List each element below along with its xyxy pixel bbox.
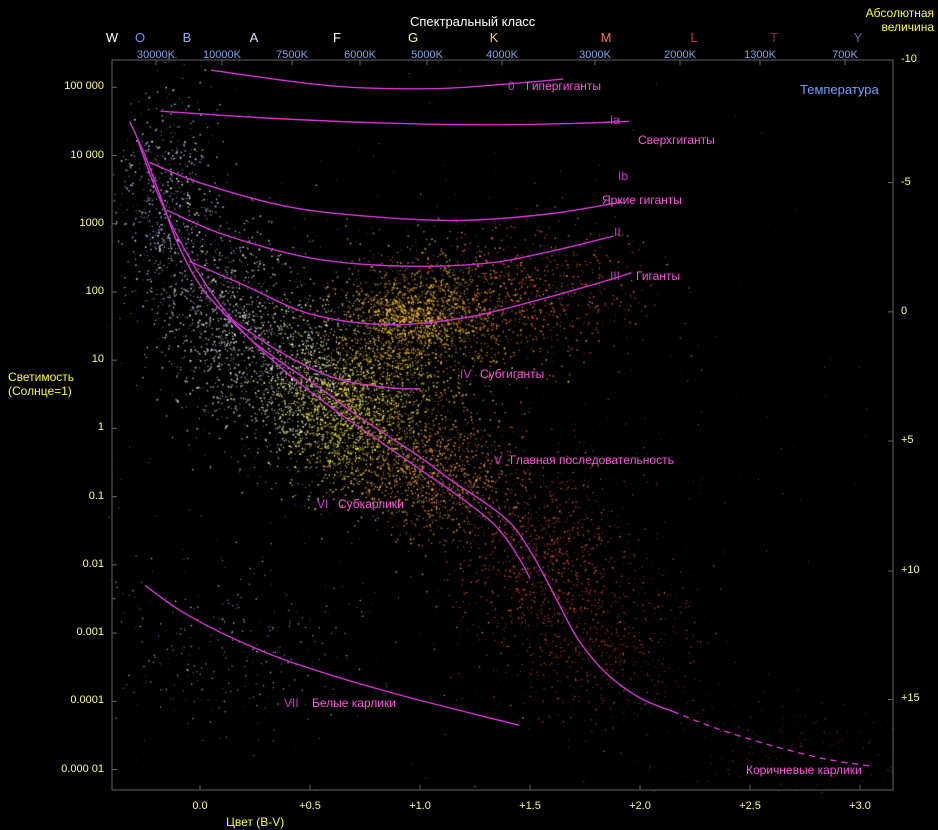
overlay-svg bbox=[0, 0, 938, 830]
lum-class-IV bbox=[222, 312, 420, 388]
lum-class-Vdash bbox=[673, 712, 871, 767]
lum-class-V bbox=[130, 121, 673, 711]
lum-class-Ia bbox=[160, 111, 629, 125]
hr-diagram: { "width": 938, "height": 830, "plot": {… bbox=[0, 0, 938, 830]
lum-class-VI bbox=[138, 142, 530, 579]
lum-class-III bbox=[189, 261, 631, 325]
lum-class-Ib bbox=[149, 162, 622, 220]
lum-class-VII bbox=[145, 585, 519, 725]
lum-class-0 bbox=[211, 70, 563, 89]
